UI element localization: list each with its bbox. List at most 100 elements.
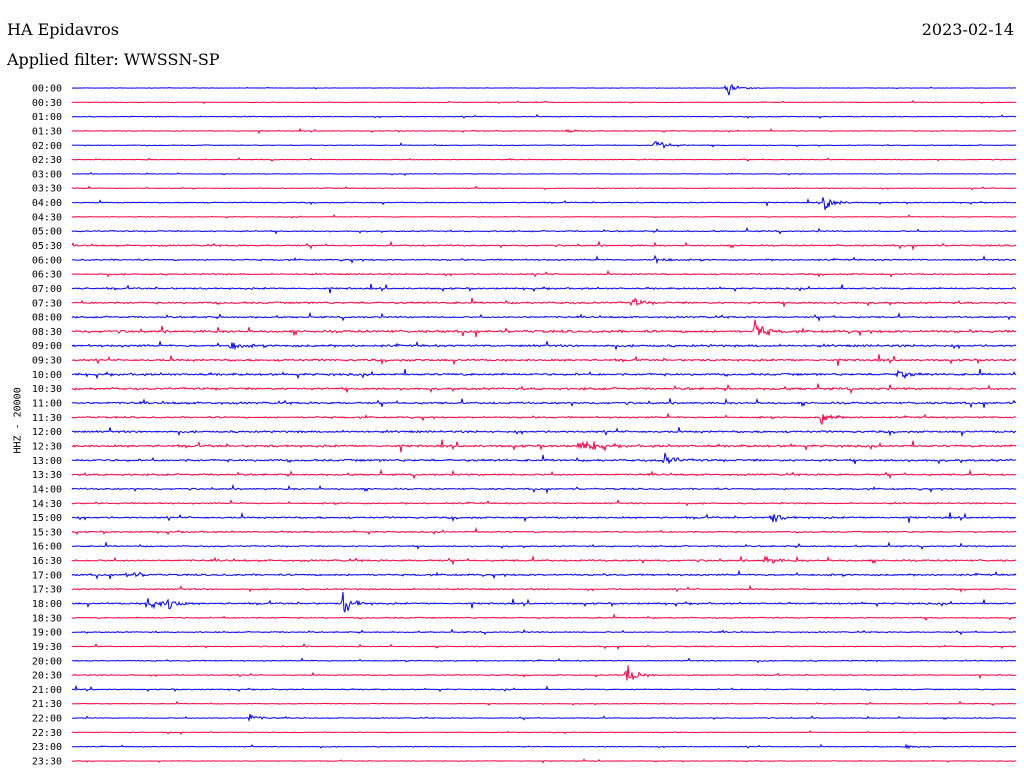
tick-label: 10:30 [32,384,62,395]
tick-label: 23:00 [32,742,62,753]
trace-1000 [71,368,1017,380]
tick-label: 15:00 [32,513,62,524]
trace-2230 [71,730,1017,735]
tick-label: 19:00 [32,628,62,639]
tick-label: 07:30 [32,298,62,309]
tick-label: 08:00 [32,313,62,324]
trace-1930 [71,643,1017,651]
trace-0400 [71,197,1017,211]
tick-label: 15:30 [32,527,62,538]
tick-label: 03:00 [32,169,62,180]
trace-2100 [71,684,1017,693]
trace-0300 [72,171,1017,177]
tick-label: 06:00 [32,255,62,266]
tick-label: 22:00 [32,714,62,725]
tick-label: 04:30 [32,212,62,223]
trace-1600 [71,541,1017,550]
tick-label: 03:30 [32,184,62,195]
trace-2000 [71,657,1017,664]
trace-0900 [71,340,1017,351]
tick-label: 12:30 [32,441,62,452]
tick-label: 18:30 [32,613,62,624]
trace-0600 [71,254,1017,265]
trace-1030 [71,383,1017,395]
trace-0330 [71,185,1017,191]
trace-1330 [71,468,1017,480]
trace-0000 [71,84,1016,96]
tick-label: 01:00 [32,112,62,123]
trace-1300 [71,452,1017,465]
tick-label: 06:30 [32,270,62,281]
trace-0830 [71,319,1017,338]
tick-label: 23:30 [32,757,62,768]
tick-label: 02:00 [32,141,62,152]
tick-label: 00:00 [32,84,62,95]
tick-label: 20:30 [32,671,62,682]
tick-label: 00:30 [32,98,62,109]
tick-label: 11:30 [32,413,62,424]
tick-label: 17:00 [32,570,62,581]
trace-1730 [71,584,1017,593]
trace-1100 [71,397,1016,409]
tick-label: 21:30 [32,699,62,710]
tick-label: 13:30 [32,470,62,481]
trace-1530 [71,526,1017,536]
trace-0700 [71,283,1017,294]
tick-label: 08:30 [32,327,62,338]
tick-label: 14:00 [32,484,62,495]
trace-1130 [71,412,1017,426]
tick-label: 05:30 [32,241,62,252]
trace-1200 [71,427,1016,438]
trace-0530 [71,240,1017,251]
tick-label: 02:30 [32,155,62,166]
trace-0500 [71,226,1017,235]
tick-label: 09:00 [32,341,62,352]
trace-2130 [71,700,1017,707]
trace-1800 [71,592,1017,613]
trace-2330 [71,758,1017,764]
trace-0800 [71,311,1017,322]
tick-label: 14:30 [32,499,62,510]
trace-0030 [71,100,1017,105]
trace-1430 [71,499,1017,507]
trace-0630 [71,269,1016,278]
trace-1700 [71,569,1017,580]
tick-label: 20:00 [32,656,62,667]
tick-label: 16:00 [32,542,62,553]
trace-1230 [71,439,1017,453]
station-title: HA Epidavros [7,20,119,39]
trace-1630 [71,554,1017,566]
tick-label: 11:00 [32,399,62,410]
trace-1830 [71,613,1017,622]
date-label: 2023-02-14 [921,20,1014,39]
filter-label: Applied filter: WWSSN-SP [7,50,220,69]
trace-0730 [71,297,1017,308]
tick-label: 16:30 [32,556,62,567]
tick-label: 19:30 [32,642,62,653]
tick-label: 09:30 [32,356,62,367]
trace-2300 [71,743,1017,750]
trace-2030 [71,665,1017,681]
trace-0200 [71,140,1017,150]
trace-1500 [71,511,1017,523]
trace-2200 [71,713,1017,723]
tick-label: 13:00 [32,456,62,467]
trace-0130 [71,127,1016,135]
tick-label: 17:30 [32,585,62,596]
tick-label: 04:00 [32,198,62,209]
trace-1400 [71,483,1017,495]
trace-0100 [71,113,1017,119]
trace-1900 [71,628,1017,636]
tick-label: 18:00 [32,599,62,610]
tick-label: 10:00 [32,370,62,381]
tick-label: 21:00 [32,685,62,696]
tick-label: 01:30 [32,126,62,137]
trace-0930 [71,354,1017,367]
tick-label: 12:00 [32,427,62,438]
trace-0230 [71,157,1017,162]
tick-label: 05:00 [32,227,62,238]
tick-label: 07:00 [32,284,62,295]
trace-0430 [71,214,1017,219]
tick-label: 22:30 [32,728,62,739]
